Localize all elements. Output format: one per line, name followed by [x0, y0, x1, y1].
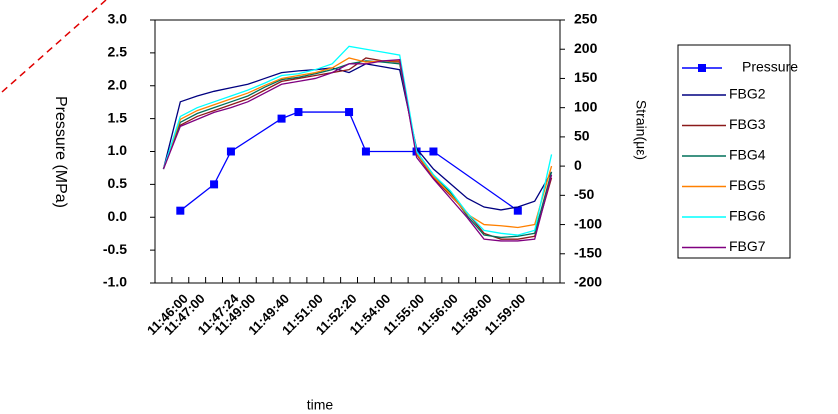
data-point [345, 108, 354, 117]
legend-label: FBG3 [729, 116, 766, 132]
x-axis-label: time [307, 397, 334, 413]
y2-tick-label: -50 [574, 186, 594, 202]
data-point [361, 147, 370, 156]
y-tick-label: 2.5 [108, 44, 128, 60]
series-line [162, 57, 553, 229]
y2-axis-label: Strain(με) [633, 100, 649, 160]
y2-tick-label: 150 [574, 69, 598, 85]
y2-tick-label: -200 [574, 274, 602, 290]
series-line [162, 59, 553, 242]
y-tick-label: 0.0 [108, 208, 128, 224]
data-point [513, 206, 522, 215]
series-line [179, 111, 519, 212]
legend-label: Pressure [742, 59, 798, 75]
legend-label: FBG5 [729, 177, 766, 193]
y-tick-label: 3.0 [108, 11, 128, 27]
y-axis-label: Pressure (MPa) [52, 96, 69, 208]
y-tick-label: 0.5 [108, 175, 128, 191]
series-line [162, 60, 553, 239]
data-point [294, 108, 303, 117]
y-tick-label: -0.5 [103, 241, 127, 257]
data-point [226, 147, 235, 156]
series-line [162, 45, 553, 236]
legend-label: FBG7 [729, 238, 766, 254]
series-line [162, 57, 553, 240]
y2-tick-label: 200 [574, 40, 598, 56]
data-point [429, 147, 438, 156]
data-point [277, 114, 286, 123]
series-line [162, 63, 553, 211]
y2-tick-label: 100 [574, 98, 598, 114]
y-tick-label: -1.0 [103, 274, 127, 290]
y-tick-label: 2.0 [108, 76, 128, 92]
legend-marker [698, 64, 706, 72]
y2-tick-label: 250 [574, 11, 598, 27]
y-tick-label: 1.5 [108, 109, 128, 125]
data-point [210, 180, 219, 189]
legend-label: FBG6 [729, 208, 766, 224]
legend-box [677, 44, 791, 259]
y2-tick-label: -100 [574, 215, 602, 231]
legend-label: FBG2 [729, 86, 766, 102]
y2-tick-label: 0 [574, 157, 582, 173]
y2-tick-label: -150 [574, 244, 602, 260]
decoration-line [1, 0, 107, 93]
y-tick-label: 1.0 [108, 142, 128, 158]
data-point [176, 206, 185, 215]
y2-tick-label: 50 [574, 128, 590, 144]
legend-label: FBG4 [729, 147, 766, 163]
